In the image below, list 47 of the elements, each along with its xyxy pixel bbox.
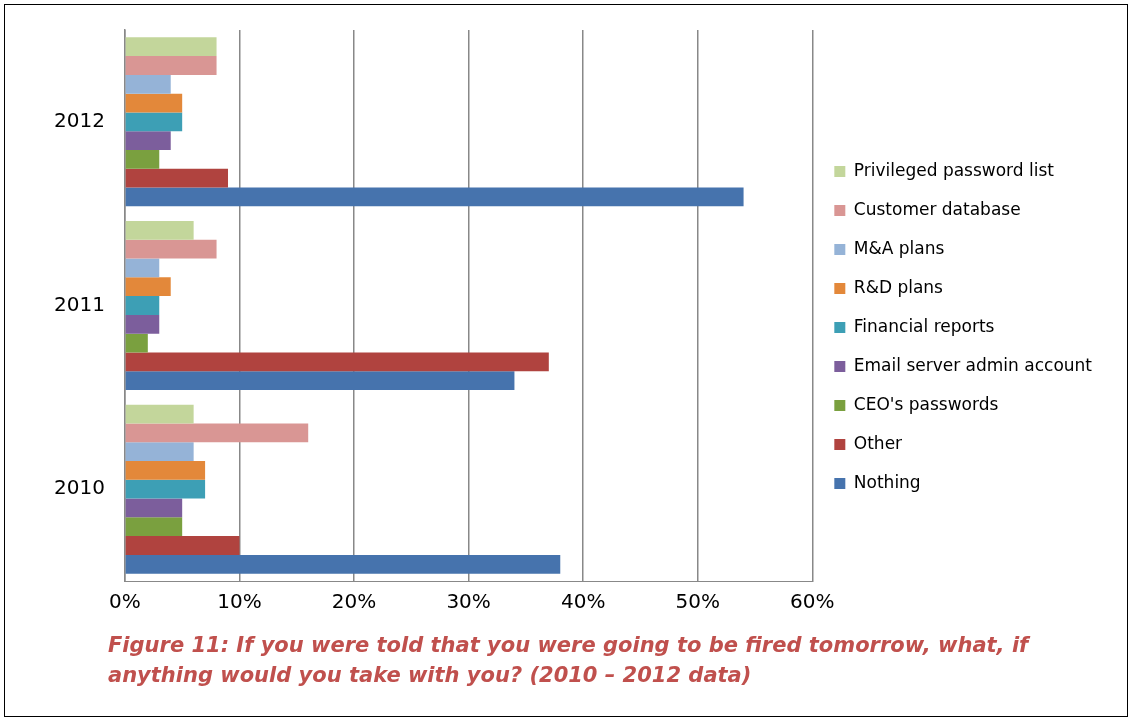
x-tick-label: 30% [446,589,491,614]
bar [125,56,217,75]
bar [125,404,194,424]
bar [125,93,183,113]
x-tick-label: 40% [560,589,606,614]
x-tick-label: 60% [790,589,835,614]
bar [125,498,183,518]
bar [125,168,229,188]
bar [125,296,160,315]
legend-label: Other [853,432,903,453]
bar [125,314,160,334]
bar [125,187,744,207]
bar [125,112,183,132]
bar [125,536,240,555]
bar [125,371,515,390]
x-tick-label: 0% [109,589,141,614]
bar [125,517,183,537]
bar [125,150,160,169]
legend-label: CEO's passwords [853,393,999,414]
bar [125,258,160,278]
bar [125,554,561,574]
y-tick-label: 2012 [53,108,105,133]
y-tick-label: 2011 [53,291,105,316]
x-tick-label: 50% [675,589,720,614]
legend-label: M&A plans [853,237,945,258]
legend-label: Financial reports [853,315,995,336]
bar [125,131,171,150]
bar [125,277,171,297]
caption: Figure 11: If you were told that you were going to be fired tomorrow, what, if anything would you take with you? (2010 – 2012 data) [108,632,1032,689]
bar [125,74,171,94]
legend-label: Privileged password list [853,159,1055,180]
x-tick-label: 20% [331,589,377,614]
bar [125,239,217,259]
legend-label: Nothing [853,471,921,492]
bar [125,423,309,443]
bar [125,442,194,461]
y-tick-label: 2010 [53,475,105,500]
legend-label: Customer database [853,198,1021,219]
legend-label: R&D plans [853,276,944,297]
bar [125,352,549,372]
bar [125,37,217,57]
bar [125,221,194,240]
x-tick-label: 10% [217,589,262,614]
bar [125,333,148,353]
legend-label: Email server admin account [853,354,1093,375]
bar [125,461,206,480]
bar [125,479,206,499]
